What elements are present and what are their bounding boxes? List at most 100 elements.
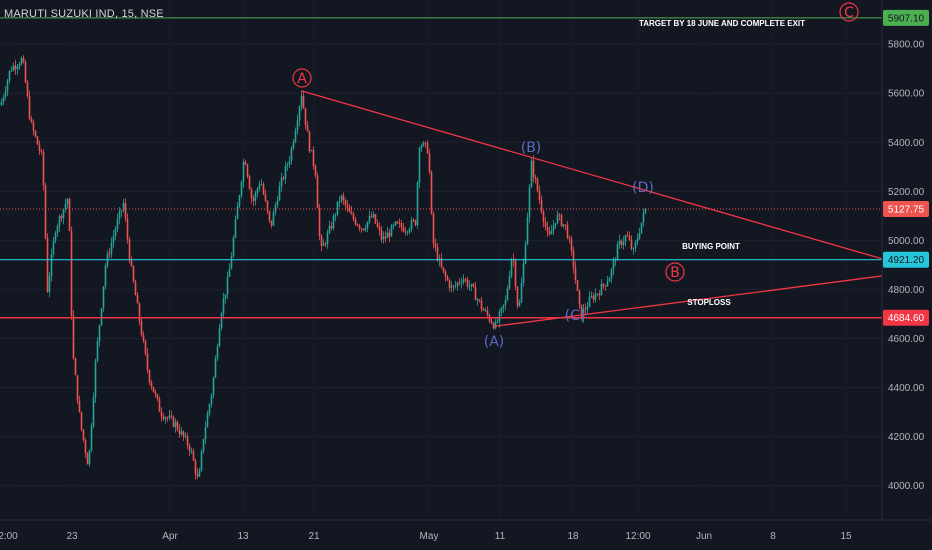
candle-body [526,216,529,245]
price-tick-label: 5200.00 [888,187,925,198]
candle-body [170,415,173,417]
candle-body [24,62,27,83]
candle-body [622,241,625,246]
candle-body [272,212,275,226]
price-tags: 5907.10 5127.75 4921.20 4684.60 [883,9,929,326]
candle-body [572,250,575,268]
candle-body [336,201,339,215]
candle-body [634,242,637,249]
candle-body [458,282,461,284]
candle-body [538,190,541,200]
candle-body [424,142,427,144]
price-axis[interactable]: 5800.00 5600.00 5400.00 5200.00 5000.00 4800.… [888,40,925,493]
candle-body [548,231,551,235]
candle-body [598,293,601,296]
wave-label: A [297,71,307,87]
candle-body [254,192,257,201]
candle-body [232,237,235,257]
candle-body [550,231,553,235]
candle-body [68,198,71,231]
price-tag-label: 4684.60 [888,313,925,324]
candle-body [388,232,391,237]
candle-body [208,404,211,414]
candle-body [88,450,91,465]
wave-label: B [670,265,680,281]
candle-body [304,108,307,125]
candle-body [148,369,151,383]
candle-body [178,429,181,435]
candle-body [628,236,631,241]
candle-body [282,177,285,179]
candle-body [366,221,369,229]
candle-body [294,130,297,142]
candle-body [118,211,121,220]
candle-body [464,279,467,281]
candle-body [314,165,317,176]
candle-body [230,256,233,269]
candle-body [430,171,433,214]
time-tick-label: 11 [495,531,506,542]
candle-body [346,205,349,208]
candle-body [450,285,453,288]
candle-body [184,436,187,437]
candle-body [116,219,119,229]
candle-body [2,96,5,102]
time-tick-label: Jun [696,531,712,542]
candle-body [196,473,199,477]
candle-body [124,203,127,219]
price-tick-label: 4000.00 [888,481,925,492]
candle-body [308,131,311,152]
candle-body [562,224,565,227]
candle-body [364,228,367,231]
candle-body [94,360,97,398]
candle-body [12,65,15,71]
candle-body [542,211,545,223]
candle-body [324,243,327,245]
candle-body [616,244,619,261]
candle-body [166,417,169,419]
candle-body [150,382,153,387]
candle-body [508,276,511,289]
candle-body [174,422,177,427]
candle-body [442,267,445,272]
price-tag-bg [883,201,929,218]
candle-body [218,328,221,347]
candle-body [214,358,217,378]
candle-body [580,304,583,319]
upper-trendline [300,90,883,260]
candle-body [64,204,67,210]
time-tick-label: 23 [66,531,78,542]
candle-body [16,66,19,70]
candle-body [484,310,487,312]
candle-body [570,239,573,251]
time-axis[interactable]: 2:00 23 Apr 13 21 May 11 18 12:00 Jun 8 15 [0,531,852,542]
candle-body [146,353,149,370]
candle-body [524,244,527,264]
candle-body [274,205,277,213]
wave-circle [665,262,685,282]
wave-circle [839,2,859,22]
candle-body [92,397,95,426]
candle-body [560,214,563,227]
candle-body [454,285,457,287]
candle-body [300,95,303,107]
candle-body [260,184,263,186]
candle-body [102,286,105,309]
candle-body [370,216,373,218]
candle-body [286,164,289,166]
candle-body [460,282,463,284]
candle-body [236,206,239,220]
candle-body [316,175,319,209]
candle-body [262,184,265,194]
candle-body [122,203,125,211]
candle-body [326,232,329,245]
candle-body [348,207,351,213]
candle-body [516,286,519,306]
candle-body [98,325,101,342]
wave-label: (D) [632,180,654,196]
candle-body [440,258,443,268]
candle-body [536,178,539,191]
candlestick-series [0,55,647,480]
candle-body [212,377,215,395]
